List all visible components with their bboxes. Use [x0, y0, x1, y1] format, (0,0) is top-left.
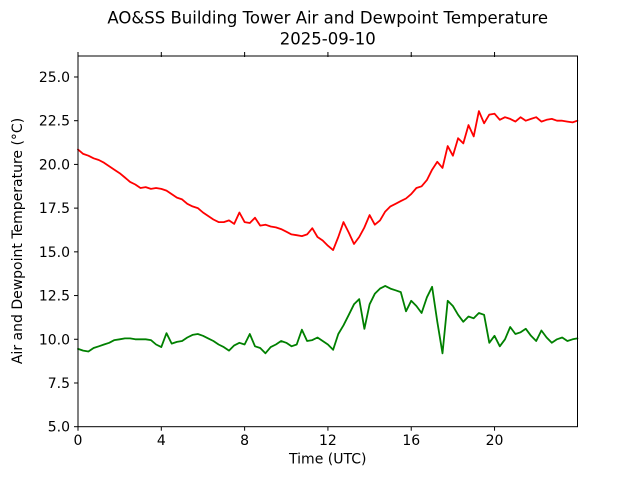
plot-border	[77, 55, 578, 428]
y-tick-label: 20.0	[39, 157, 70, 173]
x-tick-label: 16	[402, 433, 420, 449]
x-tick-label: 4	[157, 433, 166, 449]
x-axis-ticks: 0 4 8 12 16 20	[74, 52, 504, 449]
y-tick-label: 12.5	[39, 289, 70, 305]
y-axis-label: Air and Dewpoint Temperature (°C)	[10, 118, 26, 364]
x-tick-label: 20	[486, 433, 504, 449]
chart-subtitle: 2025-09-10	[280, 30, 376, 49]
plot-frame	[77, 55, 578, 428]
x-tick-label: 12	[319, 433, 337, 449]
x-axis-label: Time (UTC)	[288, 452, 366, 468]
chart-title: AO&SS Building Tower Air and Dewpoint Te…	[107, 9, 548, 28]
y-tick-label: 5.0	[48, 420, 70, 436]
y-tick-label: 22.5	[39, 114, 70, 130]
y-tick-label: 7.5	[48, 376, 70, 392]
y-tick-label: 17.5	[39, 201, 70, 217]
series-dewpoint-temperature	[77, 284, 579, 355]
series-air-temperature	[77, 110, 579, 252]
plot-series	[77, 110, 579, 355]
y-tick-label: 10.0	[39, 332, 70, 348]
y-axis-ticks: 5.0 7.5 10.0 12.5 15.0 17.5 20.0 22.5 25.0	[39, 70, 78, 436]
x-tick-label: 8	[240, 433, 249, 449]
y-tick-label: 15.0	[39, 245, 70, 261]
x-tick-label: 0	[74, 433, 83, 449]
y-tick-label: 25.0	[39, 70, 70, 86]
